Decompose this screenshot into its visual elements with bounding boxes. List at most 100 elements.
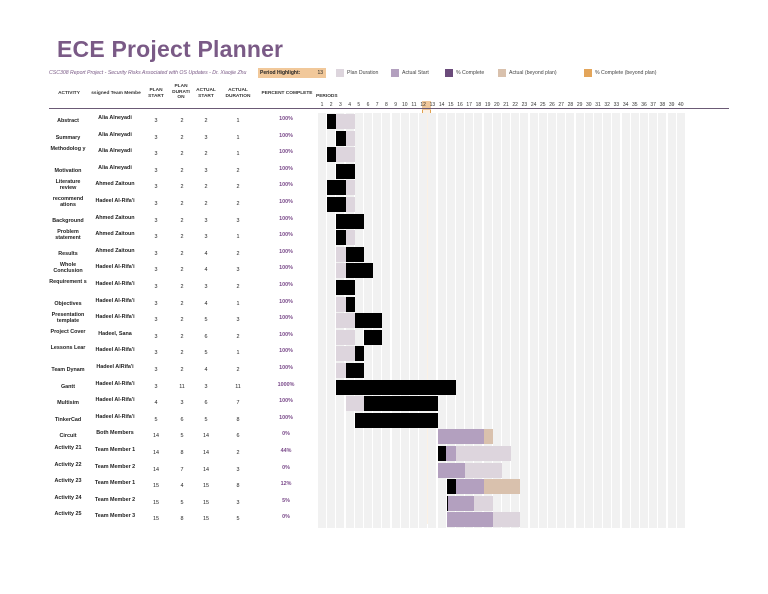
percent-complete[interactable]: 100% [279, 116, 293, 122]
activity-name[interactable]: Activity 22 [54, 461, 82, 468]
activity-name[interactable]: Presentation template [51, 312, 85, 325]
percent-complete[interactable]: 5% [282, 497, 290, 504]
plan-start[interactable]: 3 [154, 333, 158, 340]
plan-start[interactable]: 3 [154, 184, 158, 191]
percent-complete[interactable]: 0% [282, 431, 290, 438]
task-row[interactable]: Activity 21 Team Member 1 14 8 14 2 44% [0, 445, 768, 462]
assigned-member[interactable]: Hadeel AlRifa'i [96, 364, 134, 370]
actual-start[interactable]: 3 [204, 167, 208, 174]
actual-duration[interactable]: 1 [236, 234, 240, 241]
plan-duration[interactable]: 2 [180, 118, 184, 124]
plan-duration[interactable]: 2 [180, 317, 184, 324]
activity-name[interactable]: Problem statement [55, 229, 81, 242]
task-row[interactable]: Requirement s Hadeel Al-Rifa'i 3 2 3 2 100% [0, 279, 768, 296]
plan-start[interactable]: 3 [154, 234, 158, 241]
task-row[interactable]: Activity 25 Team Member 3 15 8 15 5 0% [0, 511, 768, 529]
percent-complete[interactable]: 100% [279, 215, 293, 222]
plan-start[interactable]: 15 [153, 516, 159, 523]
actual-start[interactable]: 3 [204, 217, 208, 224]
percent-complete[interactable]: 100% [279, 414, 293, 421]
plan-duration[interactable]: 3 [180, 400, 184, 407]
actual-duration[interactable]: 5 [236, 516, 240, 523]
actual-duration[interactable]: 8 [236, 483, 240, 490]
plan-start[interactable]: 3 [154, 201, 158, 207]
plan-duration[interactable]: 4 [180, 483, 184, 490]
actual-start[interactable]: 15 [203, 516, 209, 523]
activity-name[interactable]: Activity 24 [54, 494, 82, 501]
percent-complete[interactable]: 0% [282, 464, 290, 471]
actual-duration[interactable]: 2 [236, 250, 240, 257]
percent-complete[interactable]: 100% [279, 282, 293, 288]
activity-name[interactable]: Background [52, 217, 84, 224]
assigned-member[interactable]: Both Members [96, 430, 134, 437]
plan-start[interactable]: 3 [154, 167, 158, 174]
activity-name[interactable]: Team Dynam [51, 367, 85, 373]
assigned-member[interactable]: Ahmed Zaitoun [95, 181, 135, 188]
actual-start[interactable]: 6 [204, 400, 208, 407]
percent-complete[interactable]: 100% [279, 149, 293, 156]
actual-start[interactable]: 4 [204, 300, 208, 307]
task-row[interactable]: Presentation template Hadeel Al-Rifa'i 3 2 5… [0, 312, 768, 330]
plan-start[interactable]: 3 [154, 151, 158, 158]
task-row[interactable]: recommend ations Hadeel Al-Rifa'i 3 2 2 2 100% [0, 196, 768, 213]
percent-complete[interactable]: 100% [279, 165, 293, 172]
task-row[interactable]: Whole Conclusion Hadeel Al-Rifa'i 3 2 4 3 100% [0, 262, 768, 280]
activity-name[interactable]: Abstract [57, 118, 79, 124]
plan-duration[interactable]: 2 [180, 167, 184, 174]
actual-start[interactable]: 14 [203, 466, 209, 473]
plan-start[interactable]: 4 [154, 400, 158, 407]
assigned-member[interactable]: Hadeel, Sana [98, 330, 132, 337]
percent-complete[interactable]: 100% [279, 199, 293, 205]
assigned-member[interactable]: Hadeel Al-Rifa'i [95, 413, 135, 420]
actual-duration[interactable]: 1 [236, 350, 240, 357]
task-row[interactable]: Lessons Lear Hadeel Al-Rifa'i 3 2 5 1 100% [0, 345, 768, 363]
assigned-member[interactable]: Team Member 2 [94, 463, 136, 470]
actual-duration[interactable]: 11 [235, 383, 241, 390]
activity-name[interactable]: Results [58, 250, 78, 257]
plan-duration[interactable]: 2 [180, 217, 184, 224]
period-highlight-value[interactable]: 13 [317, 70, 323, 76]
actual-start[interactable]: 5 [204, 317, 208, 324]
activity-name[interactable]: Activity 25 [54, 511, 82, 518]
plan-start[interactable]: 3 [154, 250, 158, 257]
actual-duration[interactable]: 3 [236, 317, 240, 324]
plan-start[interactable]: 3 [154, 383, 158, 390]
actual-duration[interactable]: 2 [236, 167, 240, 174]
task-row[interactable]: Summary Alia Alneyadi 3 2 3 1 100% [0, 129, 768, 147]
plan-start[interactable]: 15 [153, 483, 159, 490]
actual-duration[interactable]: 1 [236, 300, 240, 307]
period-highlight[interactable]: Period Highlight: 13 [258, 68, 326, 78]
assigned-member[interactable]: Alia Alneyadi [98, 148, 132, 155]
task-row[interactable]: TinkerCad Hadeel Al-Rifa'i 5 6 5 8 100% [0, 411, 768, 429]
plan-duration[interactable]: 2 [180, 284, 184, 290]
task-row[interactable]: Team Dynam Hadeel AlRifa'i 3 2 4 2 100% [0, 362, 768, 379]
actual-duration[interactable]: 2 [236, 201, 240, 207]
actual-duration[interactable]: 8 [236, 416, 240, 423]
plan-start[interactable]: 3 [154, 284, 158, 290]
percent-complete[interactable]: 100% [279, 132, 293, 139]
plan-start[interactable]: 14 [153, 466, 159, 473]
plan-start[interactable]: 3 [154, 350, 158, 357]
activity-name[interactable]: Summary [55, 134, 81, 141]
plan-duration[interactable]: 2 [180, 300, 184, 307]
plan-duration[interactable]: 5 [180, 499, 184, 506]
actual-start[interactable]: 6 [204, 333, 208, 340]
plan-duration[interactable]: 7 [180, 466, 184, 473]
assigned-member[interactable]: Hadeel Al-Rifa'i [95, 264, 135, 271]
plan-start[interactable]: 3 [154, 134, 158, 141]
plan-duration[interactable]: 2 [180, 367, 184, 373]
percent-complete[interactable]: 100% [279, 398, 293, 405]
actual-start[interactable]: 15 [203, 483, 209, 490]
activity-name[interactable]: Project Cover [50, 328, 86, 335]
task-row[interactable]: Project Cover Hadeel, Sana 3 2 6 2 100% [0, 328, 768, 346]
plan-duration[interactable]: 8 [180, 450, 184, 456]
plan-duration[interactable]: 2 [180, 201, 184, 207]
plan-duration[interactable]: 2 [180, 134, 184, 141]
plan-duration[interactable]: 2 [180, 350, 184, 357]
activity-name[interactable]: Requirement s [49, 279, 87, 285]
actual-duration[interactable]: 6 [236, 433, 240, 440]
percent-complete[interactable]: 100% [279, 315, 293, 322]
assigned-member[interactable]: Hadeel Al-Rifa'i [95, 198, 135, 204]
activity-name[interactable]: TinkerCad [54, 416, 82, 423]
activity-name[interactable]: Lessons Lear [50, 345, 86, 352]
